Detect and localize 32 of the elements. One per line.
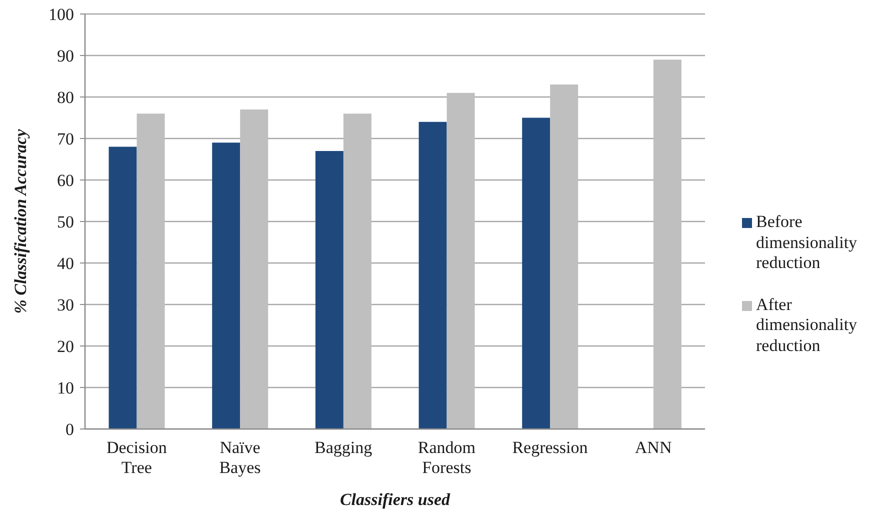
y-tick-label: 70 [57, 130, 74, 149]
bar [108, 146, 137, 429]
x-tick-label: Decision Tree [106, 438, 168, 477]
y-tick-label: 60 [57, 171, 74, 190]
y-tick-label: 10 [57, 378, 74, 398]
x-tick-label: ANN [634, 438, 672, 457]
bar [240, 109, 268, 429]
y-tick-label: 0 [66, 420, 74, 440]
y-tick-label: 30 [57, 296, 74, 315]
y-tick-label: 100 [48, 5, 74, 24]
y-tick-label: 50 [57, 212, 74, 232]
bar [550, 84, 578, 429]
y-tick-label: 90 [57, 46, 74, 66]
bar [418, 122, 447, 429]
y-tick-label: 40 [57, 254, 74, 274]
x-tick-label: Regression [512, 438, 588, 457]
bar [136, 114, 165, 429]
bar [522, 118, 550, 429]
bar [212, 142, 240, 429]
y-tick-label: 80 [57, 88, 74, 108]
y-axis-title: % Classification Accuracy [11, 128, 30, 314]
bar [446, 92, 475, 429]
bar [653, 60, 682, 429]
x-tick-label: Naïve Bayes [219, 438, 261, 477]
x-axis-title: Classifiers used [340, 490, 451, 509]
x-tick-label: Bagging [314, 438, 373, 457]
y-tick-label: 20 [57, 337, 74, 356]
legend-label: Before dimensionality reduction [756, 212, 858, 274]
bar [315, 150, 344, 429]
x-tick-label: Random Forests [418, 438, 476, 477]
bar [343, 114, 372, 429]
legend-label: After dimensionality reduction [756, 294, 858, 356]
